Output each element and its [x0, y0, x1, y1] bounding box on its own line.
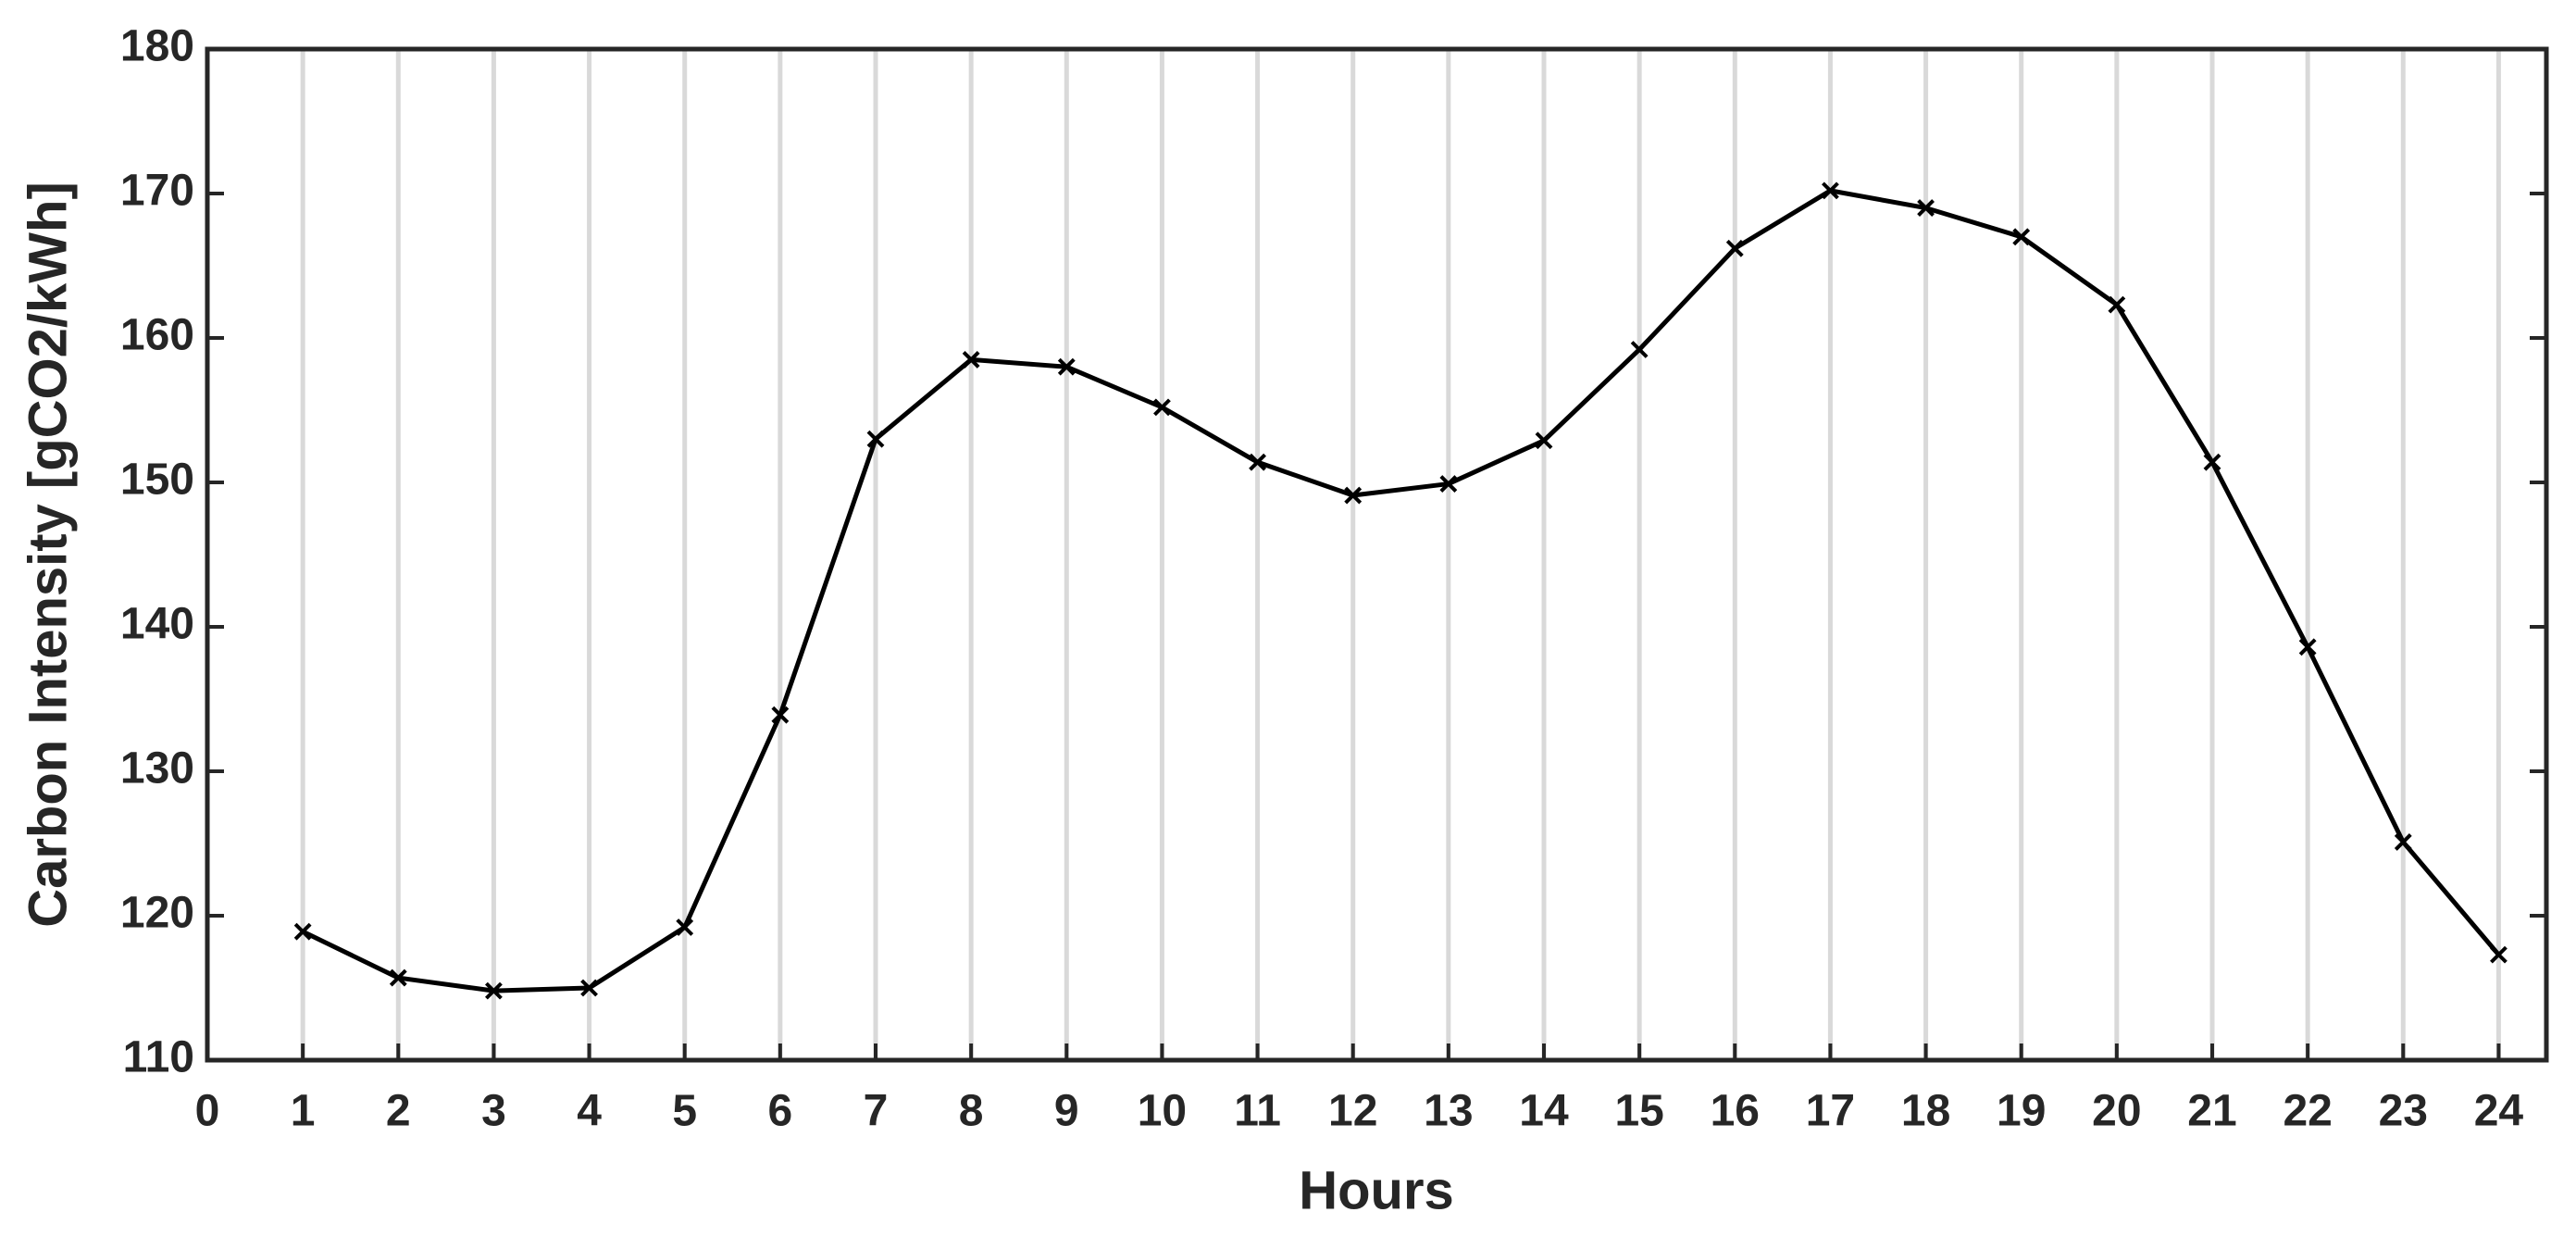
x-tick-label: 21: [2187, 1087, 2236, 1136]
data-marker: [1535, 431, 1553, 450]
x-tick-label: 6: [768, 1087, 793, 1136]
x-tick-label: 22: [2283, 1087, 2332, 1136]
data-marker: [771, 706, 790, 724]
x-tick-label: 13: [1424, 1087, 1473, 1136]
data-marker: [389, 968, 407, 987]
y-tick-label: 170: [120, 167, 194, 216]
x-tick-label: 20: [2092, 1087, 2141, 1136]
x-tick-label: 4: [577, 1087, 602, 1136]
data-marker: [1725, 239, 1744, 257]
data-marker: [2203, 453, 2221, 471]
plot-frame: [205, 46, 2549, 1063]
data-marker: [2298, 638, 2317, 656]
data-marker: [293, 922, 312, 941]
data-marker: [485, 981, 503, 1000]
x-tick-label: 0: [195, 1087, 220, 1136]
x-tick-label: 3: [481, 1087, 506, 1136]
x-tick-label: 17: [1806, 1087, 1855, 1136]
x-axis-title: Hours: [1299, 1160, 1454, 1220]
y-axis-title: Carbon Intensity [gCO2/kWh]: [18, 181, 78, 928]
x-tick-label: 7: [864, 1087, 889, 1136]
x-tick-label: 8: [959, 1087, 984, 1136]
y-tick-label: 150: [120, 456, 194, 505]
x-tick-label: 23: [2379, 1087, 2428, 1136]
x-tick-label: 1: [291, 1087, 316, 1136]
y-tick-label: 140: [120, 600, 194, 649]
x-tick-label: 9: [1054, 1087, 1079, 1136]
x-tick-label: 14: [1519, 1087, 1569, 1136]
x-tick-label: 10: [1138, 1087, 1187, 1136]
y-tick-label: 180: [120, 22, 194, 71]
data-marker: [1630, 341, 1649, 358]
x-tick-label: 12: [1328, 1087, 1377, 1136]
x-tick-label: 11: [1234, 1087, 1281, 1136]
data-marker: [1153, 398, 1171, 417]
data-marker: [2490, 945, 2508, 964]
data-marker: [580, 979, 598, 997]
data-marker: [962, 350, 980, 369]
y-tick-label: 120: [120, 889, 194, 938]
data-marker: [2394, 833, 2412, 851]
x-tick-label: 18: [1901, 1087, 1950, 1136]
data-marker: [1249, 453, 1266, 471]
y-tick-label: 160: [120, 311, 194, 360]
y-tick-label: 110: [123, 1033, 194, 1082]
data-marker: [866, 430, 885, 448]
data-marker: [1439, 475, 1458, 493]
data-marker: [1057, 357, 1076, 376]
data-marker: [1822, 181, 1839, 200]
data-marker: [1917, 199, 1935, 218]
y-tick-label: 130: [120, 744, 194, 793]
data-marker: [676, 918, 694, 936]
x-tick-label: 19: [1997, 1087, 2046, 1136]
data-marker: [2012, 228, 2031, 246]
x-tick-label: 16: [1711, 1087, 1760, 1136]
data-marker: [2108, 295, 2126, 314]
x-tick-label: 2: [386, 1087, 411, 1136]
x-tick-label: 5: [672, 1087, 697, 1136]
data-marker: [1344, 486, 1363, 505]
x-tick-label: 15: [1614, 1087, 1663, 1136]
x-tick-label: 24: [2474, 1087, 2524, 1136]
data-line: [302, 188, 2501, 993]
